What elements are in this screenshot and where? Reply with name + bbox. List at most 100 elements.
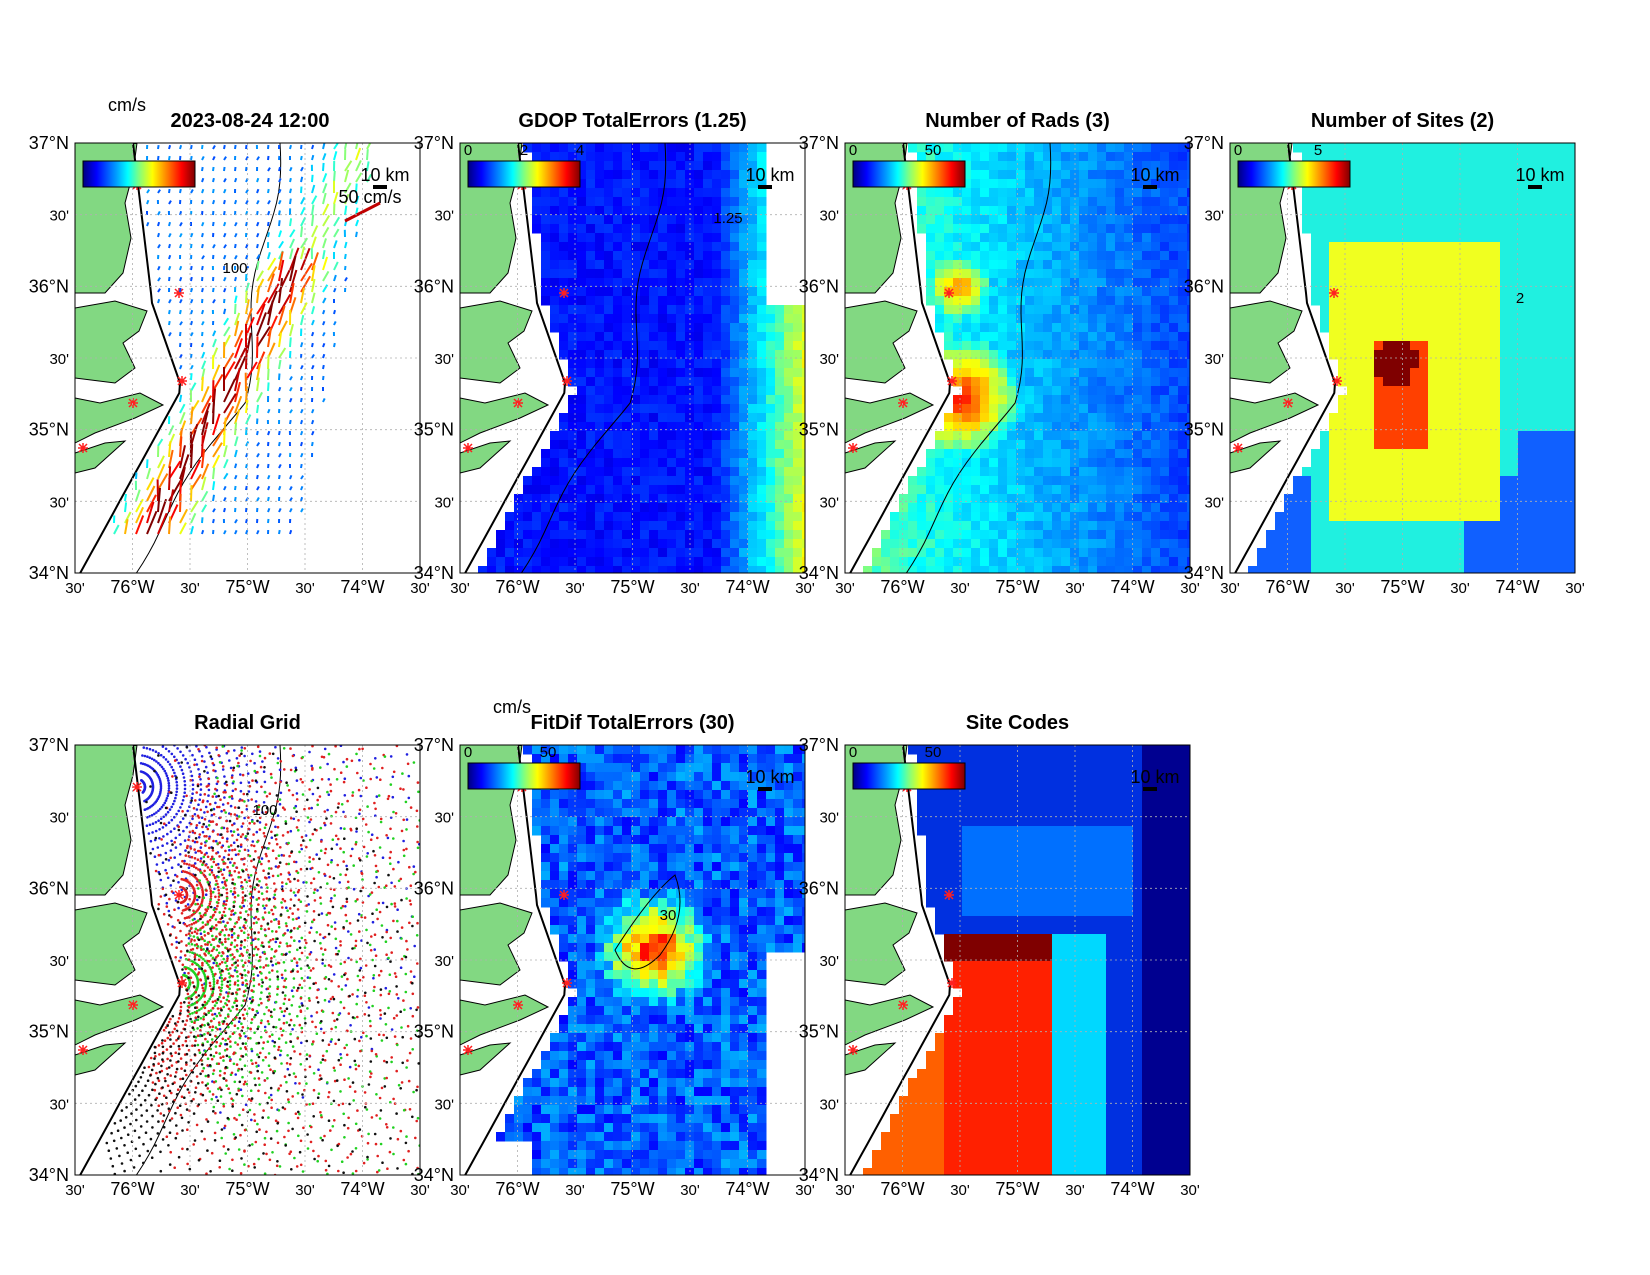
colorbar-gradient — [852, 160, 966, 188]
lon-tick-label: 30' — [565, 580, 585, 597]
land-mass — [75, 300, 148, 384]
lon-tick-label: 30' — [565, 1182, 585, 1199]
lon-tick-label: 30' — [1565, 580, 1585, 597]
scale-bar-label: 10 km — [745, 767, 794, 787]
panel-map-area: 2 — [1230, 143, 1575, 573]
site-marker — [562, 376, 572, 386]
panel-title: FitDif TotalErrors (30) — [530, 712, 734, 734]
colorbar-tick: 0 — [849, 744, 857, 761]
land-mass — [845, 902, 918, 986]
lat-tick-label: 36°N — [1184, 276, 1224, 296]
scale-bar: 10 km — [360, 165, 410, 189]
bathymetry-contour — [905, 143, 1052, 573]
land-mass — [845, 440, 897, 474]
lon-tick-label: 30' — [680, 1182, 700, 1199]
land-mass — [75, 1042, 127, 1076]
lat-tick-label: 36°N — [414, 276, 454, 296]
panel-nsites: 237°N30'36°N30'35°N30'34°N30' 76°W 30' 75°W… — [1184, 110, 1585, 597]
scale-bar: 10 km — [1130, 165, 1180, 189]
lon-tick-label: 74°W — [340, 577, 384, 597]
land-mass — [1230, 392, 1320, 444]
site-marker — [78, 443, 88, 453]
land-mass — [460, 994, 550, 1046]
lat-tick-label: 34°N — [414, 563, 454, 583]
panel-map-area: 30 — [460, 745, 805, 1175]
lat-tick-label: 36°N — [29, 878, 69, 898]
lon-tick-label: 30' — [295, 580, 315, 597]
lat-tick-label: 35°N — [1184, 420, 1224, 440]
axes-frame — [459, 744, 806, 1176]
lon-tick-label: 30' — [680, 580, 700, 597]
colorbar-tick: 4 — [576, 142, 584, 159]
vector-scale-label: 50 cm/s — [338, 187, 401, 207]
contour-label: 1.25 — [713, 210, 742, 227]
panel-title: GDOP TotalErrors (1.25) — [518, 110, 746, 132]
lat-tick-label: 30' — [819, 351, 839, 368]
lat-tick-label: 30' — [49, 208, 69, 225]
coastline — [464, 745, 567, 1175]
site-marker — [944, 288, 954, 298]
lon-tick-label: 30' — [180, 1182, 200, 1199]
lat-tick-label: 37°N — [1184, 133, 1224, 153]
lon-tick-label: 30' — [1065, 580, 1085, 597]
lon-tick-label: 75°W — [995, 1179, 1039, 1199]
scale-bar-label: 10 km — [1130, 165, 1179, 185]
colorbar-gradient — [1237, 160, 1351, 188]
lat-tick-label: 36°N — [414, 878, 454, 898]
lon-tick-label: 76°W — [880, 1179, 924, 1199]
lat-tick-label: 35°N — [799, 1022, 839, 1042]
land-mass — [460, 300, 533, 384]
bathymetry-contour — [135, 143, 282, 573]
lat-tick-label: 30' — [49, 494, 69, 511]
lon-tick-label: 75°W — [1380, 577, 1424, 597]
lon-tick-label: 30' — [295, 1182, 315, 1199]
site-marker — [898, 398, 908, 408]
colorbar-tick: 50 — [540, 744, 557, 761]
colorbar-unit: cm/s — [108, 95, 146, 115]
lon-tick-label: 30' — [795, 580, 815, 597]
lat-tick-label: 34°N — [1184, 563, 1224, 583]
lon-tick-label: 30' — [410, 580, 430, 597]
scale-bar: 10 km — [745, 165, 795, 189]
coastline — [849, 745, 952, 1175]
lat-tick-label: 36°N — [29, 276, 69, 296]
lon-tick-label: 30' — [795, 1182, 815, 1199]
lat-tick-label: 34°N — [414, 1165, 454, 1185]
land-mass — [845, 994, 935, 1046]
lat-tick-label: 37°N — [414, 735, 454, 755]
lat-tick-label: 37°N — [29, 735, 69, 755]
panel-title: 2023-08-24 12:00 — [170, 110, 329, 132]
colorbar-tick: 2 — [520, 142, 528, 159]
lat-tick-label: 35°N — [799, 420, 839, 440]
site-marker — [463, 1045, 473, 1055]
colorbar-gradient — [82, 160, 196, 188]
site-marker — [513, 1000, 523, 1010]
lat-tick-label: 30' — [434, 953, 454, 970]
panel-title: Radial Grid — [194, 712, 301, 734]
lon-tick-label: 75°W — [610, 1179, 654, 1199]
site-marker — [128, 398, 138, 408]
colorbar: 0 50 cm/s — [464, 697, 581, 790]
bathymetry-contour-label: 100 — [252, 802, 277, 819]
lat-tick-label: 30' — [434, 810, 454, 827]
site-marker — [947, 376, 957, 386]
contour-line — [614, 874, 681, 970]
lon-tick-label: 30' — [1065, 1182, 1085, 1199]
land-mass — [75, 902, 148, 986]
panel-sitecodes: 37°N30'36°N30'35°N30'34°N30' 76°W 30' 75°W 3… — [799, 712, 1200, 1199]
site-marker — [944, 890, 954, 900]
axes-frame — [459, 142, 806, 574]
panel-nrads: 37°N30'36°N30'35°N30'34°N30' 76°W 30' 75°W 3… — [799, 110, 1200, 597]
lon-tick-label: 76°W — [880, 577, 924, 597]
site-marker — [947, 978, 957, 988]
lat-tick-label: 30' — [434, 208, 454, 225]
lat-tick-label: 35°N — [29, 420, 69, 440]
current-vectors — [113, 143, 372, 535]
lat-tick-label: 30' — [819, 1096, 839, 1113]
lon-tick-label: 74°W — [1110, 1179, 1154, 1199]
lon-tick-label: 76°W — [495, 577, 539, 597]
colorbar-tick: 0 — [464, 744, 472, 761]
